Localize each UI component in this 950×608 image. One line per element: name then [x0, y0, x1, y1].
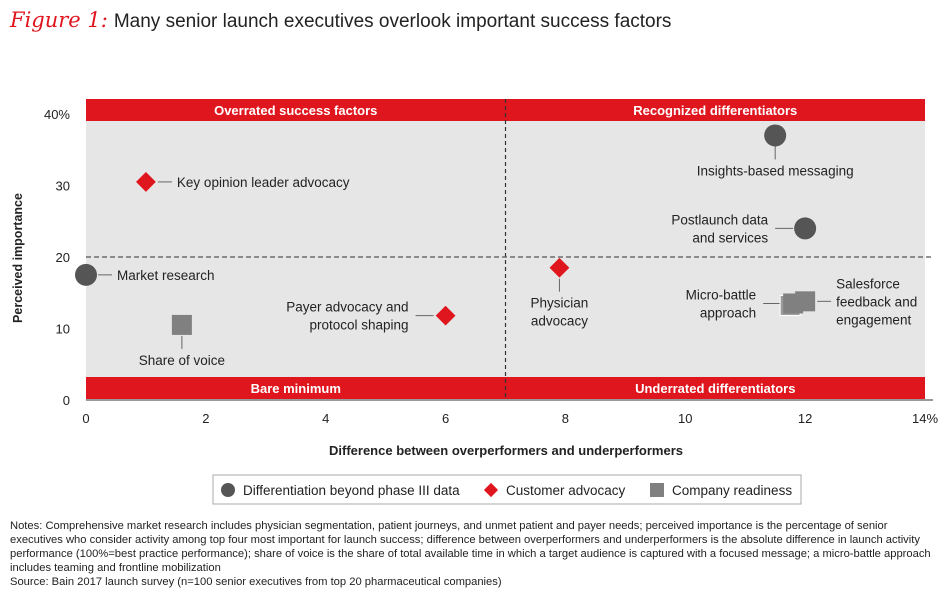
point-marker-diamond: [136, 172, 156, 192]
point-marker-circle: [764, 124, 787, 147]
point-marker-diamond: [549, 257, 570, 278]
point-label: Insights-based messaging: [697, 163, 854, 178]
source-text: Source: Bain 2017 launch survey (n=100 s…: [10, 576, 502, 588]
point-label: and services: [692, 230, 768, 245]
point-label: Key opinion leader advocacy: [177, 175, 350, 190]
x-tick-label: 2: [202, 411, 209, 426]
quadrant-label-bottom-right: Underrated differentiators: [635, 381, 795, 396]
x-tick-label: 12: [798, 411, 812, 426]
point-marker-square: [171, 314, 192, 335]
point-label: Salesforce: [836, 276, 900, 291]
point-label: Market research: [117, 268, 215, 283]
point-marker-square: [795, 291, 816, 312]
figure-title-text: Many senior launch executives overlook i…: [113, 11, 672, 32]
point-marker-circle: [794, 217, 817, 240]
y-tick-label: 40%: [44, 107, 70, 122]
legend-label: Differentiation beyond phase III data: [243, 483, 460, 498]
point-marker-circle: [75, 263, 97, 286]
notes-text: Notes: Comprehensive market research inc…: [10, 520, 931, 574]
point-label: Share of voice: [139, 353, 225, 368]
x-tick-label: 6: [442, 411, 449, 426]
scatter-chart: Overrated success factors Recognized diff…: [11, 99, 938, 505]
point-label: feedback and: [836, 294, 917, 309]
x-tick-label: 10: [678, 411, 692, 426]
x-tick-label: 0: [82, 411, 89, 426]
point-label: engagement: [836, 312, 911, 327]
point-label: protocol shaping: [309, 318, 408, 333]
y-tick-label: 0: [63, 393, 70, 408]
legend-marker-diamond: [483, 482, 499, 498]
legend-label: Company readiness: [672, 483, 792, 498]
y-tick-label: 30: [56, 179, 70, 194]
legend-marker-circle: [221, 483, 235, 497]
figure-title: Figure 1: Many senior launch executives o…: [10, 8, 671, 33]
notes-block: Notes: Comprehensive market research inc…: [10, 519, 940, 589]
y-tick-label: 20: [56, 250, 70, 265]
point-label: Physician: [531, 296, 589, 311]
legend-box: [212, 474, 802, 505]
point-label: advocacy: [531, 314, 588, 329]
x-tick-label: 14%: [912, 411, 938, 426]
x-tick-label: 8: [562, 411, 569, 426]
quadrant-label-top-right: Recognized differentiators: [633, 103, 797, 118]
point-label: approach: [700, 305, 756, 320]
point-label: Postlaunch data: [671, 212, 768, 227]
legend-marker-square: [650, 483, 664, 497]
y-axis-title: Perceived importance: [11, 193, 25, 323]
point-label: Micro-battle: [686, 287, 757, 302]
figure-label: Figure 1:: [10, 8, 108, 32]
point-marker-diamond: [435, 305, 456, 326]
point-label: Payer advocacy and: [286, 300, 408, 315]
y-tick-label: 10: [56, 322, 70, 337]
quadrant-label-top-left: Overrated success factors: [214, 103, 377, 118]
quadrant-label-bottom-left: Bare minimum: [251, 381, 341, 396]
x-axis-title: Difference between overperformers and un…: [329, 443, 683, 458]
x-tick-label: 4: [322, 411, 329, 426]
legend-label: Customer advocacy: [506, 483, 626, 498]
